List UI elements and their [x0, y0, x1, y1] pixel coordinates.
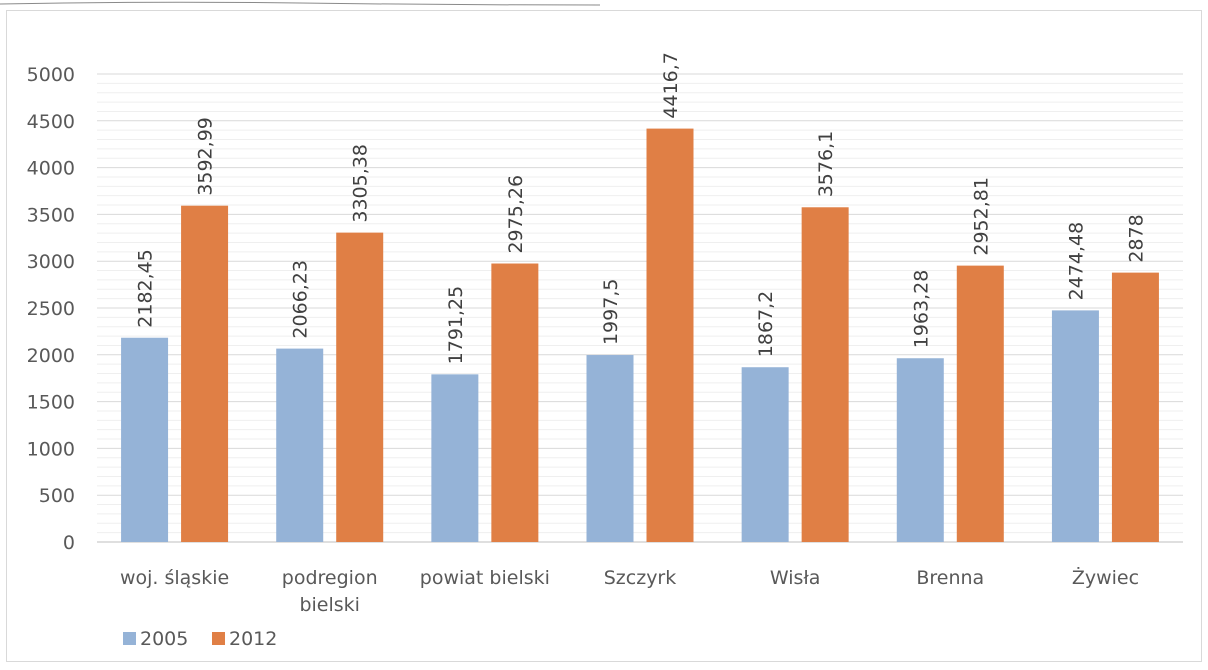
- x-tick-label: powiat bielski: [420, 567, 550, 589]
- y-tick-label: 5000: [27, 64, 75, 86]
- data-label-2005-2: 1791,25: [445, 286, 467, 365]
- x-tick-label: Żywiec: [1072, 566, 1139, 589]
- y-tick-label: 2500: [27, 298, 75, 320]
- bar-2005-4: [741, 367, 789, 542]
- bar-2005-2: [431, 374, 479, 542]
- y-tick-label: 500: [39, 485, 75, 507]
- bar-2005-1: [276, 348, 324, 542]
- x-tick-label: podregion: [282, 567, 378, 589]
- data-label-2005-4: 1867,2: [755, 291, 777, 357]
- bar-2005-3: [586, 355, 634, 542]
- bar-2012-1: [336, 232, 384, 542]
- data-label-2012-3: 4416,7: [660, 52, 682, 118]
- y-tick-label: 0: [63, 532, 75, 554]
- bar-2005-5: [896, 358, 944, 542]
- data-label-2005-3: 1997,5: [600, 279, 622, 345]
- bars: [121, 128, 1159, 543]
- legend-label-2012: 2012: [229, 628, 277, 650]
- bar-2012-5: [956, 265, 1004, 542]
- x-axis-categories: woj. śląskie podregion bielski powiat biels…: [120, 566, 1139, 616]
- x-tick-label: Wisła: [770, 567, 821, 589]
- y-axis: 0 500 1000 1500 2000 2500 3000 3500 4000 4500 5000: [27, 64, 75, 554]
- y-tick-label: 3500: [27, 204, 75, 226]
- x-tick-label: bielski: [299, 594, 360, 616]
- data-label-2012-4: 3576,1: [815, 131, 837, 197]
- bar-2012-4: [801, 207, 849, 542]
- chart-area: 0 500 1000 1500 2000 2500 3000 3500 4000 4500 5000…: [6, 10, 1202, 662]
- x-tick-label: woj. śląskie: [120, 567, 229, 589]
- y-tick-label: 1000: [27, 438, 75, 460]
- bar-2005-6: [1051, 310, 1099, 542]
- data-label-2012-2: 2975,26: [505, 175, 527, 254]
- bar-2012-3: [646, 128, 694, 543]
- data-label-2012-6: 2878: [1125, 214, 1147, 262]
- x-tick-label: Szczyrk: [604, 567, 677, 589]
- y-tick-label: 4000: [27, 158, 75, 180]
- bar-2012-0: [181, 205, 229, 542]
- bar-2012-2: [491, 263, 539, 542]
- cropped-header-line: [0, 1, 601, 6]
- y-tick-label: 1500: [27, 392, 75, 414]
- legend-label-2005: 2005: [140, 628, 188, 650]
- x-tick-label: Brenna: [916, 567, 984, 589]
- y-tick-label: 2000: [27, 345, 75, 367]
- data-label-2005-1: 2066,23: [290, 260, 312, 339]
- data-label-2005-6: 2474,48: [1065, 222, 1087, 301]
- legend-swatch-2012: [212, 632, 225, 645]
- data-label-2012-1: 3305,38: [350, 144, 372, 223]
- legend: 2005 2012: [123, 628, 277, 650]
- bar-2012-6: [1111, 272, 1159, 542]
- bar-2005-0: [121, 337, 169, 542]
- legend-swatch-2005: [123, 632, 136, 645]
- y-tick-label: 3000: [27, 251, 75, 273]
- data-label-2012-5: 2952,81: [970, 177, 992, 256]
- data-label-2005-0: 2182,45: [135, 249, 157, 328]
- data-labels: 2182,45 2066,23 1791,25 1997,5 1867,2 1963,28…: [135, 52, 1148, 364]
- data-label-2005-5: 1963,28: [910, 270, 932, 349]
- bar-chart: 0 500 1000 1500 2000 2500 3000 3500 4000 4500 5000…: [27, 52, 1183, 650]
- y-tick-label: 4500: [27, 111, 75, 133]
- data-label-2012-0: 3592,99: [195, 117, 217, 196]
- gridlines: [97, 73, 1183, 543]
